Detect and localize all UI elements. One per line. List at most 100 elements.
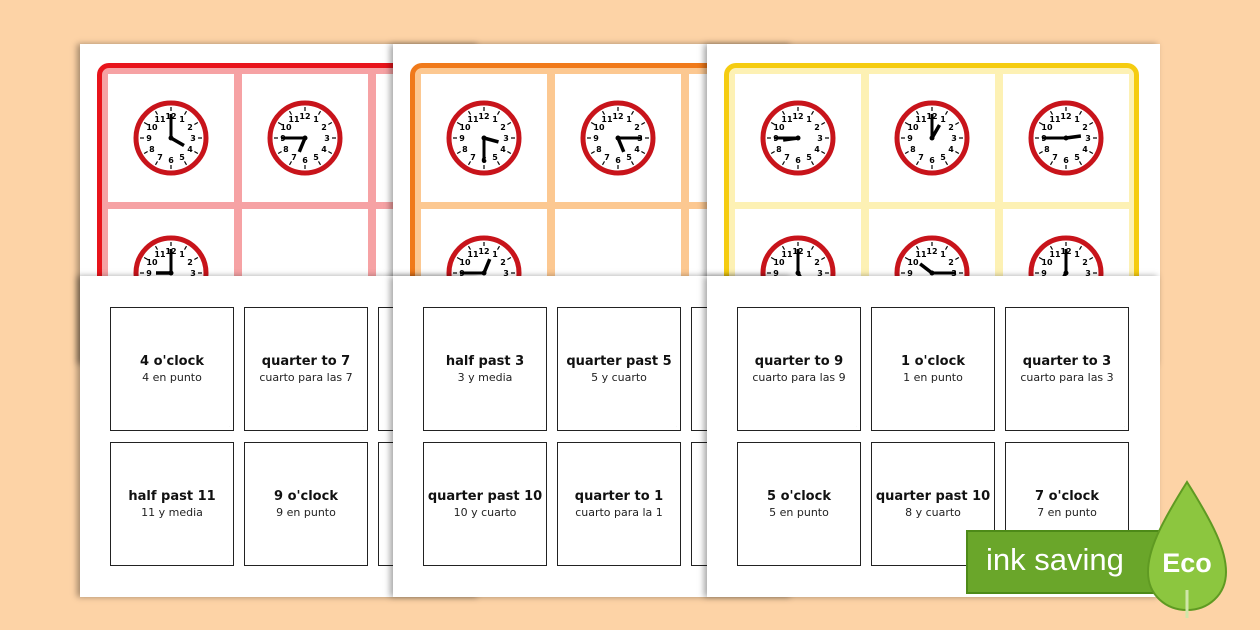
- svg-text:11: 11: [467, 115, 479, 124]
- svg-text:2: 2: [187, 123, 193, 132]
- svg-text:4: 4: [634, 145, 640, 154]
- svg-text:10: 10: [459, 258, 471, 267]
- svg-text:2: 2: [500, 123, 506, 132]
- time-card: quarter past 5 5 y cuarto ·: [557, 307, 681, 431]
- svg-text:2: 2: [814, 258, 820, 267]
- svg-text:1: 1: [1074, 115, 1080, 124]
- svg-text:6: 6: [302, 156, 308, 165]
- svg-text:9: 9: [593, 134, 599, 143]
- svg-text:12: 12: [478, 112, 489, 121]
- svg-text:11: 11: [154, 250, 166, 259]
- time-card: 4 o'clock 4 en punto ·: [110, 307, 234, 431]
- english-time: 9 o'clock: [274, 489, 338, 504]
- svg-text:4: 4: [187, 145, 193, 154]
- time-card: half past 3 3 y media ·: [423, 307, 547, 431]
- card-watermark: ·: [229, 559, 230, 563]
- svg-text:1: 1: [806, 115, 812, 124]
- svg-text:2: 2: [948, 123, 954, 132]
- eco-leaf-icon: Eco: [1146, 480, 1228, 618]
- svg-text:9: 9: [907, 269, 913, 278]
- eco-text: Eco: [1162, 548, 1212, 578]
- card-watermark: ·: [856, 559, 857, 563]
- card-watermark: ·: [542, 424, 543, 428]
- svg-text:2: 2: [321, 123, 327, 132]
- svg-text:1: 1: [313, 115, 319, 124]
- svg-text:4: 4: [1082, 145, 1088, 154]
- english-time: 4 o'clock: [140, 354, 204, 369]
- svg-text:2: 2: [500, 258, 506, 267]
- english-time: half past 11: [128, 489, 216, 504]
- svg-text:2: 2: [1082, 123, 1088, 132]
- time-card: half past 11 11 y media ·: [110, 442, 234, 566]
- english-time: quarter to 9: [754, 354, 844, 369]
- spanish-time: cuarto para la 1: [575, 506, 663, 519]
- svg-text:10: 10: [146, 123, 158, 132]
- svg-text:7: 7: [1052, 153, 1058, 162]
- spanish-time: cuarto para las 3: [1020, 371, 1114, 384]
- svg-text:1: 1: [940, 115, 946, 124]
- svg-text:1: 1: [179, 115, 185, 124]
- svg-text:4: 4: [500, 145, 506, 154]
- svg-text:3: 3: [503, 134, 509, 143]
- svg-text:12: 12: [792, 112, 803, 121]
- card-watermark: ·: [229, 424, 230, 428]
- svg-text:2: 2: [187, 258, 193, 267]
- svg-text:4: 4: [321, 145, 327, 154]
- svg-text:8: 8: [596, 145, 602, 154]
- svg-text:10: 10: [907, 123, 919, 132]
- svg-text:1: 1: [940, 250, 946, 259]
- svg-text:11: 11: [781, 115, 793, 124]
- svg-text:12: 12: [299, 112, 310, 121]
- svg-text:6: 6: [795, 156, 801, 165]
- card-watermark: ·: [856, 424, 857, 428]
- english-time: quarter to 7: [261, 354, 351, 369]
- svg-text:1: 1: [492, 115, 498, 124]
- time-card: quarter to 7 cuarto para las 7 ·: [244, 307, 368, 431]
- svg-text:11: 11: [1049, 115, 1061, 124]
- svg-text:11: 11: [915, 250, 927, 259]
- spanish-time: 1 en punto: [903, 371, 963, 384]
- ink-saving-badge: ink saving: [966, 530, 1166, 594]
- svg-text:7: 7: [157, 153, 163, 162]
- svg-text:9: 9: [146, 134, 152, 143]
- spanish-time: 5 y cuarto: [591, 371, 647, 384]
- svg-text:6: 6: [168, 156, 174, 165]
- time-card: quarter to 9 cuarto para las 9 ·: [737, 307, 861, 431]
- english-time: quarter to 3: [1022, 354, 1112, 369]
- svg-text:8: 8: [910, 145, 916, 154]
- svg-text:2: 2: [634, 123, 640, 132]
- time-card: 5 o'clock 5 en punto ·: [737, 442, 861, 566]
- svg-text:10: 10: [773, 123, 785, 132]
- svg-text:3: 3: [1085, 134, 1091, 143]
- svg-text:11: 11: [288, 115, 300, 124]
- spanish-time: 3 y media: [457, 371, 513, 384]
- svg-text:2: 2: [1082, 258, 1088, 267]
- svg-text:7: 7: [470, 153, 476, 162]
- svg-text:4: 4: [948, 145, 954, 154]
- svg-text:7: 7: [784, 153, 790, 162]
- svg-text:9: 9: [1041, 269, 1047, 278]
- svg-text:12: 12: [612, 112, 623, 121]
- spanish-time: 10 y cuarto: [453, 506, 517, 519]
- svg-text:6: 6: [1063, 156, 1069, 165]
- svg-text:11: 11: [601, 115, 613, 124]
- svg-text:12: 12: [1060, 112, 1071, 121]
- svg-text:9: 9: [146, 269, 152, 278]
- time-card: quarter past 10 10 y cuarto ·: [423, 442, 547, 566]
- svg-text:3: 3: [817, 134, 823, 143]
- english-time: quarter past 10: [875, 489, 991, 504]
- svg-text:2: 2: [948, 258, 954, 267]
- svg-text:10: 10: [1041, 258, 1053, 267]
- svg-text:5: 5: [940, 153, 946, 162]
- english-time: quarter to 1: [574, 489, 664, 504]
- svg-text:7: 7: [918, 153, 924, 162]
- svg-text:12: 12: [926, 247, 937, 256]
- spanish-time: 8 y cuarto: [905, 506, 961, 519]
- ink-saving-label: ink saving: [986, 542, 1124, 577]
- svg-text:5: 5: [179, 153, 185, 162]
- svg-text:11: 11: [1049, 250, 1061, 259]
